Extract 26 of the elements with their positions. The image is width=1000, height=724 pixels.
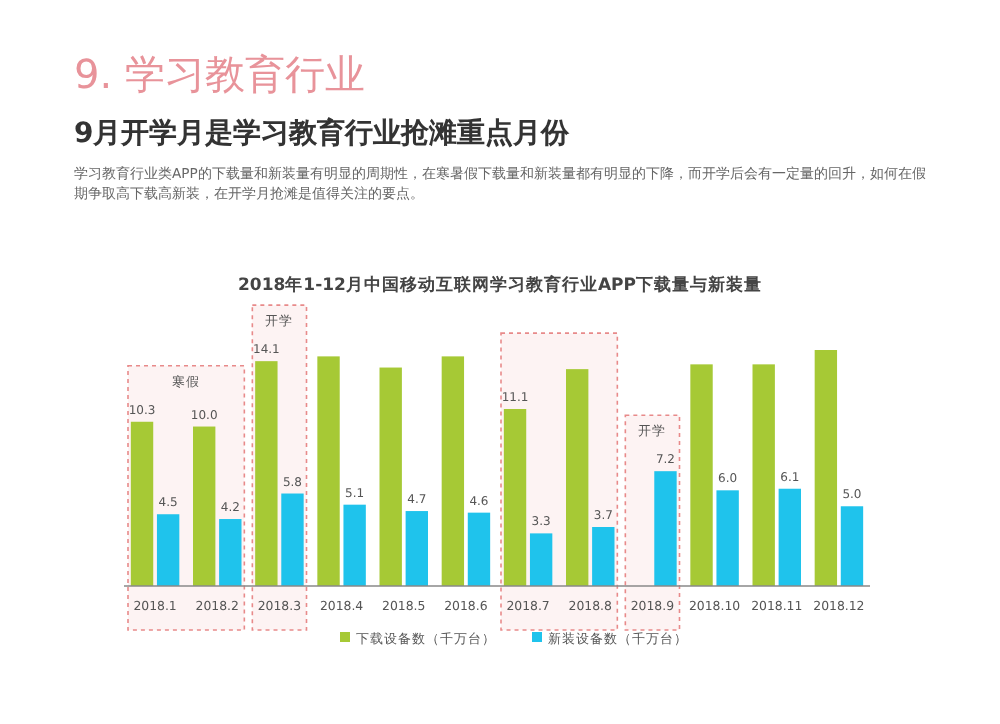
bar	[467, 512, 491, 586]
bar	[566, 369, 589, 586]
bar	[441, 356, 465, 586]
bar	[752, 364, 775, 586]
chart-subtitle: 9月开学月是学习教育行业抢滩重点月份	[74, 116, 572, 150]
bar	[529, 533, 553, 586]
bar	[281, 493, 304, 586]
chart-title: 2018年1-12月中国移动互联网学习教育行业APP下载量与新装量	[238, 272, 762, 296]
bar	[255, 361, 278, 586]
bar	[503, 409, 527, 586]
bar	[193, 426, 216, 586]
bar	[343, 504, 366, 586]
bar	[156, 514, 180, 586]
text: 9. 学习教育行业	[74, 50, 365, 98]
bar	[405, 511, 428, 586]
bar	[840, 506, 864, 586]
bar	[690, 364, 713, 586]
bar	[130, 421, 154, 586]
bar	[778, 488, 801, 586]
bar	[654, 471, 677, 586]
bar	[592, 527, 615, 586]
bar	[219, 519, 242, 586]
bar	[814, 350, 838, 586]
bar	[379, 367, 402, 586]
bar	[716, 490, 739, 586]
bar	[317, 356, 340, 586]
